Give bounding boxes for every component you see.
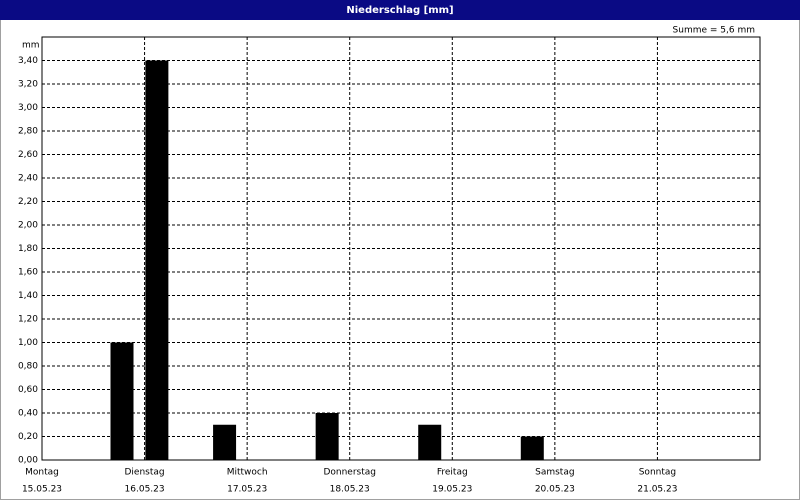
y-tick-label: 1,80	[18, 244, 38, 254]
x-tick-label: 21.05.23	[637, 485, 677, 495]
y-tick-label: 1,00	[18, 338, 38, 348]
x-tick-label: 19.05.23	[432, 485, 472, 495]
bar	[418, 424, 442, 460]
bar	[520, 436, 544, 460]
x-tick-label: 20.05.23	[535, 485, 575, 495]
x-tick-label: 16.05.23	[125, 485, 165, 495]
bar	[145, 60, 169, 460]
bar	[110, 342, 134, 460]
y-tick-label: 1,20	[18, 315, 38, 325]
y-tick-label: 2,00	[18, 221, 38, 231]
x-tick-label: Donnerstag	[323, 468, 376, 478]
x-tick-label: Sonntag	[639, 468, 676, 478]
y-tick-label: 0,20	[18, 432, 38, 442]
x-tick-label: 17.05.23	[227, 485, 267, 495]
y-tick-label: 2,80	[18, 127, 38, 137]
window-title: Niederschlag [mm]	[346, 5, 453, 16]
bar	[213, 424, 237, 460]
x-tick-label: 15.05.23	[22, 485, 62, 495]
y-tick-label: 3,40	[18, 56, 38, 66]
plot-frame	[41, 36, 761, 461]
y-tick-label: 1,40	[18, 291, 38, 301]
y-tick-label: 1,60	[18, 268, 38, 278]
y-tick-label: 2,40	[18, 174, 38, 184]
title-bar	[0, 0, 800, 20]
y-tick-label: 0,60	[18, 385, 38, 395]
bar	[315, 413, 339, 460]
y-tick-label: 0,40	[18, 409, 38, 419]
y-tick-label: 0,80	[18, 362, 38, 372]
y-tick-label: 3,00	[18, 103, 38, 113]
y-tick-label: 2,20	[18, 197, 38, 207]
y-tick-label: 2,60	[18, 150, 38, 160]
x-tick-label: Samstag	[535, 468, 574, 478]
x-tick-label: Mittwoch	[227, 468, 268, 478]
x-tick-label: Montag	[25, 468, 59, 478]
annotation: Summe = 5,6 mm	[673, 26, 755, 36]
y-tick-label: 3,20	[18, 80, 38, 90]
x-tick-label: Dienstag	[125, 468, 165, 478]
y-tick-label: 0,00	[18, 456, 38, 466]
y-unit: mm	[22, 41, 40, 51]
x-tick-label: Freitag	[437, 468, 468, 478]
x-tick-label: 18.05.23	[330, 485, 370, 495]
